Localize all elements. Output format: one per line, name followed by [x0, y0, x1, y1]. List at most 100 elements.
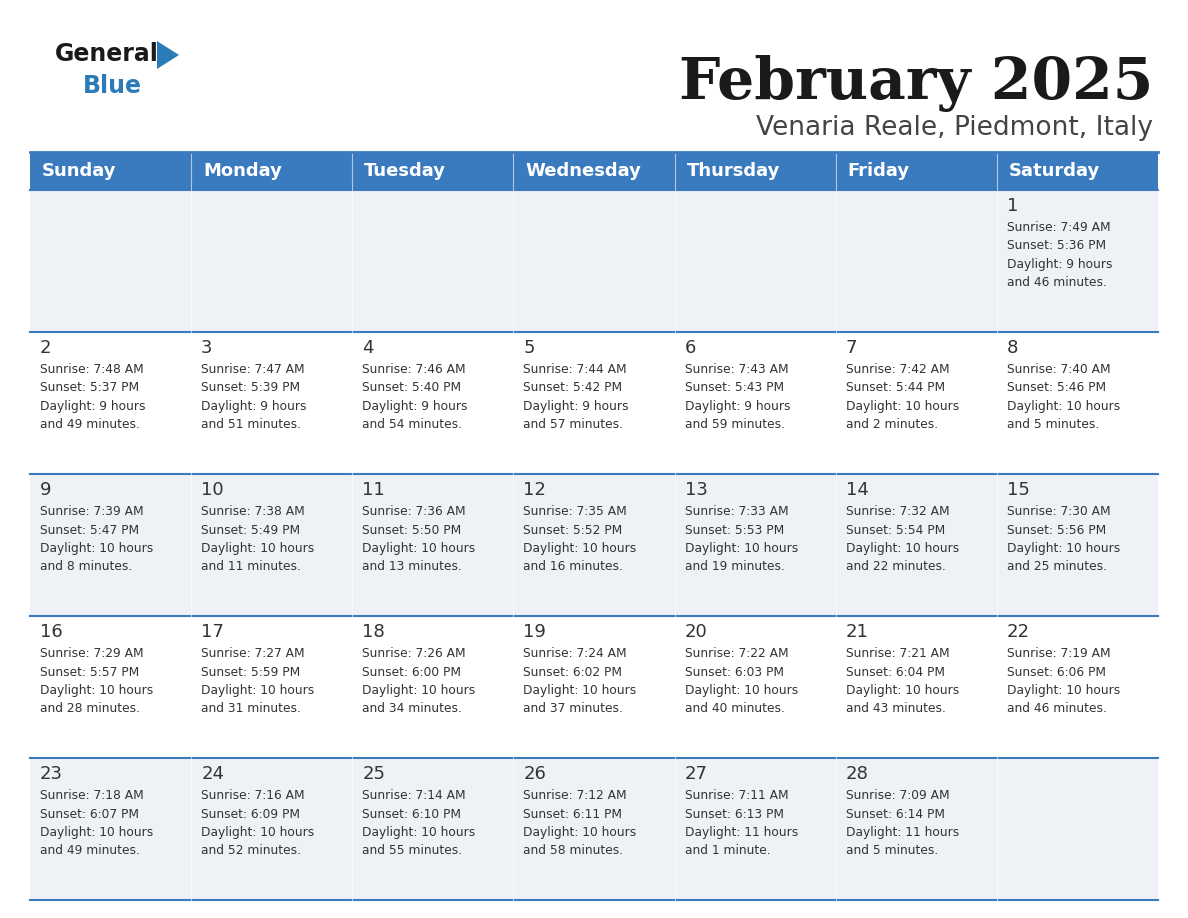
- Text: 23: 23: [40, 765, 63, 783]
- Text: 17: 17: [201, 623, 225, 641]
- Bar: [30, 474, 191, 616]
- Text: Sunrise: 7:35 AM
Sunset: 5:52 PM
Daylight: 10 hours
and 16 minutes.: Sunrise: 7:35 AM Sunset: 5:52 PM Dayligh…: [524, 505, 637, 574]
- Text: 14: 14: [846, 481, 868, 499]
- Text: 25: 25: [362, 765, 385, 783]
- Text: Sunrise: 7:11 AM
Sunset: 6:13 PM
Daylight: 11 hours
and 1 minute.: Sunrise: 7:11 AM Sunset: 6:13 PM Dayligh…: [684, 789, 798, 857]
- Bar: [30, 190, 191, 332]
- Text: 20: 20: [684, 623, 707, 641]
- Text: Sunrise: 7:43 AM
Sunset: 5:43 PM
Daylight: 9 hours
and 59 minutes.: Sunrise: 7:43 AM Sunset: 5:43 PM Dayligh…: [684, 363, 790, 431]
- Bar: [675, 758, 835, 900]
- Text: 26: 26: [524, 765, 546, 783]
- Bar: [353, 332, 513, 474]
- Text: Sunrise: 7:49 AM
Sunset: 5:36 PM
Daylight: 9 hours
and 46 minutes.: Sunrise: 7:49 AM Sunset: 5:36 PM Dayligh…: [1007, 221, 1112, 289]
- Bar: [675, 190, 835, 332]
- Bar: [835, 474, 997, 616]
- Text: Blue: Blue: [83, 74, 143, 98]
- Text: Monday: Monday: [203, 162, 282, 180]
- Text: Sunrise: 7:48 AM
Sunset: 5:37 PM
Daylight: 9 hours
and 49 minutes.: Sunrise: 7:48 AM Sunset: 5:37 PM Dayligh…: [40, 363, 145, 431]
- Bar: [191, 190, 353, 332]
- Text: Sunrise: 7:21 AM
Sunset: 6:04 PM
Daylight: 10 hours
and 43 minutes.: Sunrise: 7:21 AM Sunset: 6:04 PM Dayligh…: [846, 647, 959, 715]
- Text: 3: 3: [201, 339, 213, 357]
- Text: Sunrise: 7:30 AM
Sunset: 5:56 PM
Daylight: 10 hours
and 25 minutes.: Sunrise: 7:30 AM Sunset: 5:56 PM Dayligh…: [1007, 505, 1120, 574]
- Text: Sunrise: 7:32 AM
Sunset: 5:54 PM
Daylight: 10 hours
and 22 minutes.: Sunrise: 7:32 AM Sunset: 5:54 PM Dayligh…: [846, 505, 959, 574]
- Bar: [997, 190, 1158, 332]
- Bar: [835, 616, 997, 758]
- Text: Sunrise: 7:19 AM
Sunset: 6:06 PM
Daylight: 10 hours
and 46 minutes.: Sunrise: 7:19 AM Sunset: 6:06 PM Dayligh…: [1007, 647, 1120, 715]
- Text: Sunrise: 7:12 AM
Sunset: 6:11 PM
Daylight: 10 hours
and 58 minutes.: Sunrise: 7:12 AM Sunset: 6:11 PM Dayligh…: [524, 789, 637, 857]
- Text: 18: 18: [362, 623, 385, 641]
- Bar: [997, 616, 1158, 758]
- Bar: [675, 616, 835, 758]
- Bar: [191, 152, 353, 190]
- Bar: [997, 474, 1158, 616]
- Bar: [353, 758, 513, 900]
- Text: Sunrise: 7:14 AM
Sunset: 6:10 PM
Daylight: 10 hours
and 55 minutes.: Sunrise: 7:14 AM Sunset: 6:10 PM Dayligh…: [362, 789, 475, 857]
- Text: 2: 2: [40, 339, 51, 357]
- Bar: [191, 332, 353, 474]
- Text: Sunrise: 7:27 AM
Sunset: 5:59 PM
Daylight: 10 hours
and 31 minutes.: Sunrise: 7:27 AM Sunset: 5:59 PM Dayligh…: [201, 647, 315, 715]
- Text: Sunrise: 7:40 AM
Sunset: 5:46 PM
Daylight: 10 hours
and 5 minutes.: Sunrise: 7:40 AM Sunset: 5:46 PM Dayligh…: [1007, 363, 1120, 431]
- Bar: [30, 152, 191, 190]
- Bar: [997, 152, 1158, 190]
- Text: Sunrise: 7:24 AM
Sunset: 6:02 PM
Daylight: 10 hours
and 37 minutes.: Sunrise: 7:24 AM Sunset: 6:02 PM Dayligh…: [524, 647, 637, 715]
- Text: Sunrise: 7:16 AM
Sunset: 6:09 PM
Daylight: 10 hours
and 52 minutes.: Sunrise: 7:16 AM Sunset: 6:09 PM Dayligh…: [201, 789, 315, 857]
- Text: Saturday: Saturday: [1009, 162, 1100, 180]
- Text: February 2025: February 2025: [678, 55, 1154, 112]
- Text: Sunrise: 7:38 AM
Sunset: 5:49 PM
Daylight: 10 hours
and 11 minutes.: Sunrise: 7:38 AM Sunset: 5:49 PM Dayligh…: [201, 505, 315, 574]
- Text: General: General: [55, 42, 159, 66]
- Bar: [191, 616, 353, 758]
- Text: 16: 16: [40, 623, 63, 641]
- Bar: [675, 332, 835, 474]
- Text: 12: 12: [524, 481, 546, 499]
- Bar: [191, 474, 353, 616]
- Bar: [513, 474, 675, 616]
- Bar: [997, 758, 1158, 900]
- Bar: [353, 474, 513, 616]
- Bar: [997, 332, 1158, 474]
- Text: Sunrise: 7:33 AM
Sunset: 5:53 PM
Daylight: 10 hours
and 19 minutes.: Sunrise: 7:33 AM Sunset: 5:53 PM Dayligh…: [684, 505, 798, 574]
- Bar: [30, 616, 191, 758]
- Bar: [353, 190, 513, 332]
- Text: 19: 19: [524, 623, 546, 641]
- Bar: [191, 758, 353, 900]
- Text: 4: 4: [362, 339, 374, 357]
- Text: Sunday: Sunday: [42, 162, 116, 180]
- Bar: [675, 474, 835, 616]
- Bar: [835, 190, 997, 332]
- Text: Sunrise: 7:46 AM
Sunset: 5:40 PM
Daylight: 9 hours
and 54 minutes.: Sunrise: 7:46 AM Sunset: 5:40 PM Dayligh…: [362, 363, 468, 431]
- Text: Sunrise: 7:18 AM
Sunset: 6:07 PM
Daylight: 10 hours
and 49 minutes.: Sunrise: 7:18 AM Sunset: 6:07 PM Dayligh…: [40, 789, 153, 857]
- Text: 9: 9: [40, 481, 51, 499]
- Text: Thursday: Thursday: [687, 162, 781, 180]
- Text: 8: 8: [1007, 339, 1018, 357]
- Bar: [835, 152, 997, 190]
- Bar: [835, 332, 997, 474]
- Text: 6: 6: [684, 339, 696, 357]
- Text: Venaria Reale, Piedmont, Italy: Venaria Reale, Piedmont, Italy: [756, 115, 1154, 141]
- Bar: [353, 152, 513, 190]
- Text: 1: 1: [1007, 197, 1018, 215]
- Text: Friday: Friday: [848, 162, 910, 180]
- Bar: [675, 152, 835, 190]
- Text: 21: 21: [846, 623, 868, 641]
- Text: 28: 28: [846, 765, 868, 783]
- Text: Sunrise: 7:26 AM
Sunset: 6:00 PM
Daylight: 10 hours
and 34 minutes.: Sunrise: 7:26 AM Sunset: 6:00 PM Dayligh…: [362, 647, 475, 715]
- Text: Sunrise: 7:36 AM
Sunset: 5:50 PM
Daylight: 10 hours
and 13 minutes.: Sunrise: 7:36 AM Sunset: 5:50 PM Dayligh…: [362, 505, 475, 574]
- Text: Wednesday: Wednesday: [525, 162, 642, 180]
- Text: Sunrise: 7:09 AM
Sunset: 6:14 PM
Daylight: 11 hours
and 5 minutes.: Sunrise: 7:09 AM Sunset: 6:14 PM Dayligh…: [846, 789, 959, 857]
- Text: 15: 15: [1007, 481, 1030, 499]
- Polygon shape: [157, 41, 179, 69]
- Bar: [513, 758, 675, 900]
- Bar: [835, 758, 997, 900]
- Text: 10: 10: [201, 481, 223, 499]
- Text: Sunrise: 7:22 AM
Sunset: 6:03 PM
Daylight: 10 hours
and 40 minutes.: Sunrise: 7:22 AM Sunset: 6:03 PM Dayligh…: [684, 647, 798, 715]
- Text: Sunrise: 7:47 AM
Sunset: 5:39 PM
Daylight: 9 hours
and 51 minutes.: Sunrise: 7:47 AM Sunset: 5:39 PM Dayligh…: [201, 363, 307, 431]
- Bar: [513, 152, 675, 190]
- Text: Sunrise: 7:42 AM
Sunset: 5:44 PM
Daylight: 10 hours
and 2 minutes.: Sunrise: 7:42 AM Sunset: 5:44 PM Dayligh…: [846, 363, 959, 431]
- Text: 27: 27: [684, 765, 708, 783]
- Text: Sunrise: 7:29 AM
Sunset: 5:57 PM
Daylight: 10 hours
and 28 minutes.: Sunrise: 7:29 AM Sunset: 5:57 PM Dayligh…: [40, 647, 153, 715]
- Bar: [513, 190, 675, 332]
- Bar: [30, 758, 191, 900]
- Bar: [513, 332, 675, 474]
- Text: Sunrise: 7:44 AM
Sunset: 5:42 PM
Daylight: 9 hours
and 57 minutes.: Sunrise: 7:44 AM Sunset: 5:42 PM Dayligh…: [524, 363, 628, 431]
- Text: 24: 24: [201, 765, 225, 783]
